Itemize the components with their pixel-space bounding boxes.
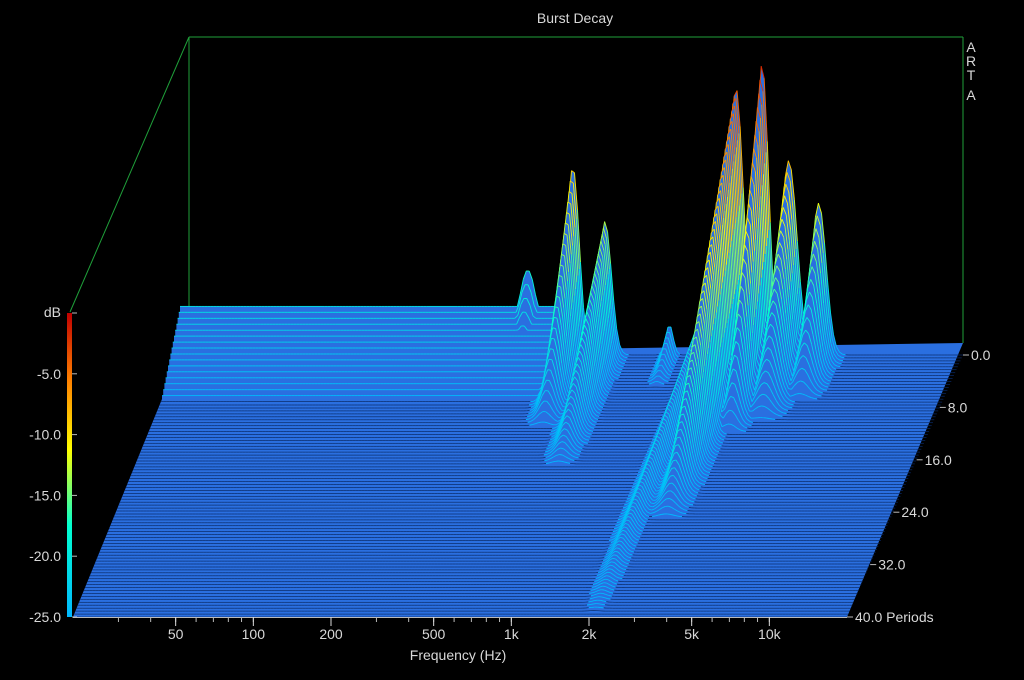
slice-line bbox=[612, 387, 615, 388]
slice-line bbox=[619, 369, 622, 370]
slice-line bbox=[528, 407, 531, 408]
slice-line bbox=[840, 360, 843, 361]
slice-line bbox=[549, 359, 552, 360]
slice-line bbox=[617, 375, 620, 376]
slice-line bbox=[618, 372, 621, 373]
frame-diagonal-edge bbox=[70, 37, 189, 312]
slice-line bbox=[621, 366, 624, 367]
slice-line bbox=[814, 398, 817, 399]
slice-line bbox=[791, 404, 794, 405]
slice-line bbox=[529, 404, 532, 405]
slice-line bbox=[626, 354, 629, 355]
slice-line bbox=[839, 363, 842, 364]
slice-line bbox=[680, 355, 683, 356]
slice-line bbox=[792, 401, 795, 402]
slice-line bbox=[614, 381, 617, 382]
slice-line bbox=[622, 363, 625, 364]
slice-line bbox=[841, 357, 844, 358]
slice-line bbox=[624, 357, 627, 358]
slice-line bbox=[796, 394, 799, 395]
slice-line bbox=[789, 407, 792, 408]
slice-line bbox=[648, 381, 651, 382]
slice-line bbox=[825, 387, 828, 388]
slice-line bbox=[623, 360, 626, 361]
slice-line bbox=[843, 354, 846, 355]
slice-line bbox=[616, 378, 619, 379]
decay-slices bbox=[73, 66, 963, 617]
slice-line bbox=[656, 355, 659, 356]
slice-line bbox=[819, 395, 822, 396]
slice-line bbox=[666, 381, 669, 382]
